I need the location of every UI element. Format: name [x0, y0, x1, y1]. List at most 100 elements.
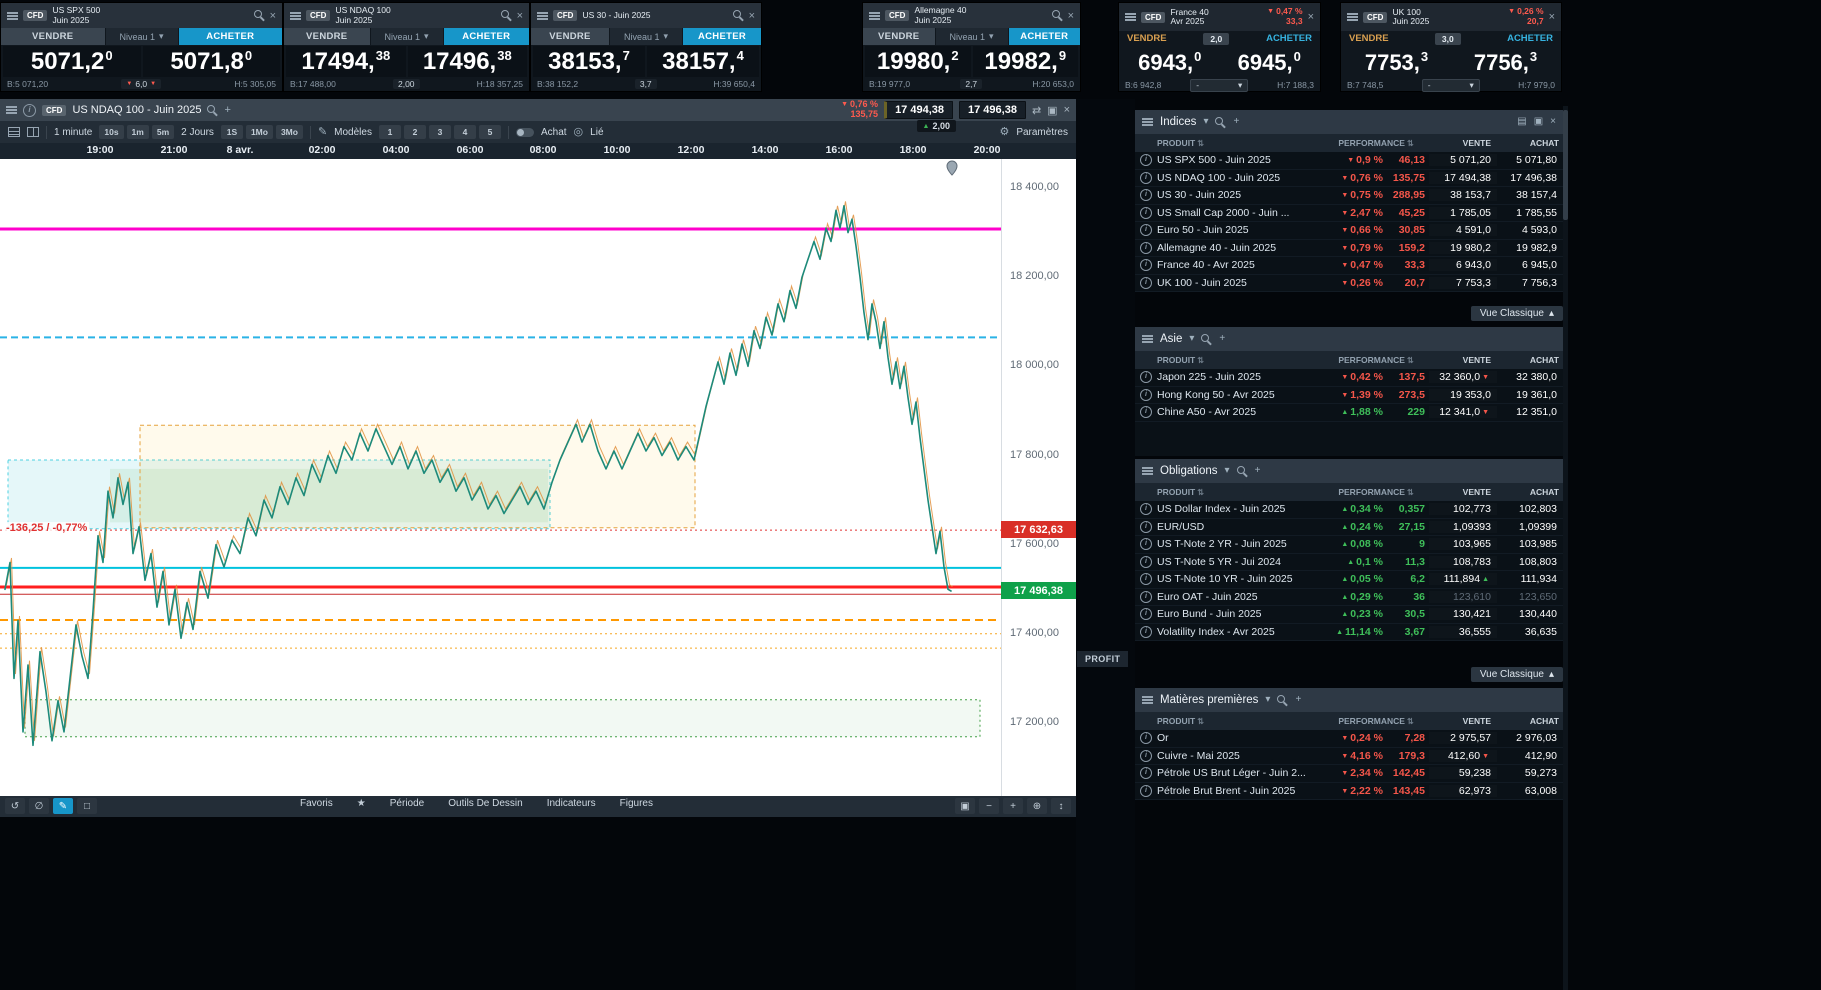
sell-price[interactable]: 1,09393	[1453, 520, 1491, 533]
zoom-search-icon[interactable]	[1236, 465, 1248, 477]
chevron-down-icon[interactable]: ▾	[1189, 333, 1195, 344]
watchlist-row[interactable]: i Volatility Index - Avr 2025 ▲ 11,14 % 3,67…	[1135, 624, 1563, 641]
watchlist-row[interactable]: i Hong Kong 50 - Avr 2025 ▼ 1,39 % 273,5 19 3…	[1135, 387, 1563, 404]
info-icon[interactable]: i	[1135, 154, 1157, 167]
fit-vertical-icon[interactable]: ↕	[1051, 798, 1071, 814]
watchlist-row[interactable]: i Euro Bund - Juin 2025 ▲ 0,23 % 30,5 130,421…	[1135, 606, 1563, 624]
column-vente[interactable]: VENTE	[1462, 716, 1491, 726]
close-icon[interactable]: ×	[1067, 9, 1074, 22]
chart-annotation-box[interactable]	[7, 459, 551, 530]
layout-rows-icon[interactable]	[8, 127, 20, 137]
search-icon[interactable]	[500, 10, 512, 21]
info-icon[interactable]: i	[1135, 224, 1157, 237]
footer-button-p-riode[interactable]: Période	[389, 798, 425, 809]
select-tool-icon[interactable]: □	[77, 798, 97, 814]
menu-icon[interactable]	[1347, 12, 1358, 22]
sell-price[interactable]: 6 943,0	[1455, 259, 1491, 272]
watchlist-row[interactable]: i US T-Note 10 YR - Juin 2025 ▲ 0,05 % 6,2 11…	[1135, 571, 1563, 589]
draw-pencil-icon[interactable]: ✎	[53, 798, 73, 814]
buy-price[interactable]: 19 982,9	[1516, 241, 1557, 254]
column-achat[interactable]: ACHAT	[1529, 487, 1559, 497]
info-icon[interactable]: i	[1135, 276, 1157, 289]
buy-price[interactable]: 123,650	[1519, 590, 1557, 603]
snapshot-icon[interactable]: ▣	[955, 798, 975, 814]
sell-price[interactable]: 7 753,3	[1455, 276, 1491, 289]
buy-price[interactable]: 38157, 4	[647, 46, 759, 77]
watchlist-row[interactable]: i US T-Note 2 YR - Juin 2025 ▲ 0,08 % 9 103,9…	[1135, 536, 1563, 554]
sell-price[interactable]: 102,773	[1453, 503, 1491, 516]
sell-price[interactable]: 17494, 38	[286, 46, 406, 77]
buy-price[interactable]: 1 785,55	[1516, 206, 1557, 219]
watchlist-row[interactable]: i US T-Note 5 YR - Jui 2024 ▲ 0,1 % 11,3 108,…	[1135, 554, 1563, 571]
range-chip-1mo[interactable]: 1Mo	[245, 125, 273, 139]
sell-price[interactable]: 130,421	[1453, 608, 1491, 621]
watchlist-row[interactable]: i US Small Cap 2000 - Juin ... ▼ 2,47 % 45,2…	[1135, 205, 1563, 222]
column-vente[interactable]: VENTE	[1462, 138, 1491, 148]
menu-icon[interactable]	[869, 11, 880, 21]
buy-button[interactable]: ACHETER	[1266, 33, 1312, 44]
buy-price[interactable]: 7756, 3	[1473, 49, 1538, 75]
info-icon[interactable]: i	[1135, 520, 1157, 533]
buy-price[interactable]: 4 593,0	[1521, 224, 1557, 237]
range-label[interactable]: 2 Jours	[181, 126, 214, 138]
chart-annotation-box[interactable]	[139, 424, 696, 529]
bid-price[interactable]: 17 494,38	[884, 101, 953, 119]
buy-price[interactable]: 38 157,4	[1516, 189, 1557, 202]
buy-price[interactable]: 103,985	[1519, 538, 1557, 551]
buy-price[interactable]: 5071,8 0	[142, 46, 280, 77]
add-instrument-icon[interactable]: +	[1219, 333, 1226, 344]
sell-price[interactable]: 38 153,7	[1450, 189, 1491, 202]
watchlist-row[interactable]: i US 30 - Juin 2025 ▼ 0,75 % 288,95 38 153,7 3…	[1135, 187, 1563, 205]
info-icon[interactable]: i	[1135, 590, 1157, 603]
chart-annotation-box[interactable]	[24, 699, 981, 738]
sell-button[interactable]: VENDRE	[1349, 33, 1389, 44]
buy-price[interactable]: 5 071,80	[1516, 154, 1557, 167]
sell-price[interactable]: 108,783	[1453, 555, 1491, 568]
column-performance[interactable]: PERFORMANCE ⇅	[1338, 355, 1414, 365]
info-icon[interactable]: i	[1135, 538, 1157, 551]
sell-price[interactable]: 32 360,0 ▼	[1439, 371, 1489, 384]
interval-chip-5m[interactable]: 5m	[151, 125, 175, 139]
column-produit[interactable]: PRODUIT ⇅	[1157, 487, 1204, 497]
menu-icon[interactable]	[6, 105, 17, 115]
info-icon[interactable]: i	[1135, 784, 1157, 797]
zoom-search-icon[interactable]	[1215, 116, 1226, 128]
buy-price[interactable]: 6 945,0	[1521, 259, 1557, 272]
watchlist-row[interactable]: i Pétrole Brut Brent - Juin 2025 ▼ 2,22 % 14…	[1135, 783, 1563, 800]
sell-price[interactable]: 5071,2 0	[3, 46, 141, 77]
buy-price[interactable]: 1,09399	[1519, 520, 1557, 533]
ask-price[interactable]: 17 496,38	[959, 101, 1026, 119]
sell-button[interactable]: VENDRE	[1, 28, 105, 45]
column-achat[interactable]: ACHAT	[1529, 138, 1559, 148]
watchlist-row[interactable]: i Euro 50 - Juin 2025 ▼ 0,66 % 30,85 4 591,0 4…	[1135, 222, 1563, 240]
info-icon[interactable]: i	[1135, 371, 1157, 384]
sell-price[interactable]: 19980, 2	[865, 46, 971, 77]
footer-button-figures[interactable]: Figures	[619, 798, 653, 809]
info-icon[interactable]: i	[1135, 406, 1157, 419]
watchlist-row[interactable]: i EUR/USD ▲ 0,24 % 27,15 1,09393 1,09399	[1135, 519, 1563, 536]
model-chip-4[interactable]: 4	[453, 125, 476, 139]
close-icon[interactable]: ×	[516, 9, 523, 22]
menu-icon[interactable]	[7, 11, 18, 21]
search-icon[interactable]	[253, 10, 265, 21]
close-icon[interactable]: ×	[1550, 116, 1556, 127]
sell-price[interactable]: 4 591,0	[1455, 224, 1491, 237]
gear-icon[interactable]: ⚙	[999, 125, 1010, 138]
level-dropdown[interactable]: Niveau 1 ▾	[369, 28, 444, 45]
range-chip-3mo[interactable]: 3Mo	[275, 125, 303, 139]
range-chip-1s[interactable]: 1S	[220, 125, 243, 139]
sell-button[interactable]: VENDRE	[1127, 33, 1167, 44]
add-instrument-icon[interactable]: +	[1254, 465, 1261, 476]
search-icon[interactable]	[1051, 10, 1063, 21]
close-icon[interactable]: ×	[269, 9, 276, 22]
buy-price[interactable]: 12 351,0	[1516, 406, 1557, 419]
level-dropdown[interactable]: Niveau 1 ▾	[104, 28, 179, 45]
buy-price[interactable]: 17 496,38	[1510, 171, 1557, 184]
models-label[interactable]: Modèles	[334, 126, 372, 138]
level-dropdown[interactable]: Niveau 1 ▾	[934, 28, 1009, 45]
eye-icon[interactable]: ◎	[573, 125, 584, 138]
watchlist-row[interactable]: i France 40 - Avr 2025 ▼ 0,47 % 33,3 6 943,0 6…	[1135, 257, 1563, 275]
sell-price[interactable]: 12 341,0 ▼	[1439, 406, 1489, 419]
watchlist-row[interactable]: i Or ▼ 0,24 % 7,28 2 975,57 2 976,03	[1135, 730, 1563, 748]
sell-button[interactable]: VENDRE	[531, 28, 609, 45]
